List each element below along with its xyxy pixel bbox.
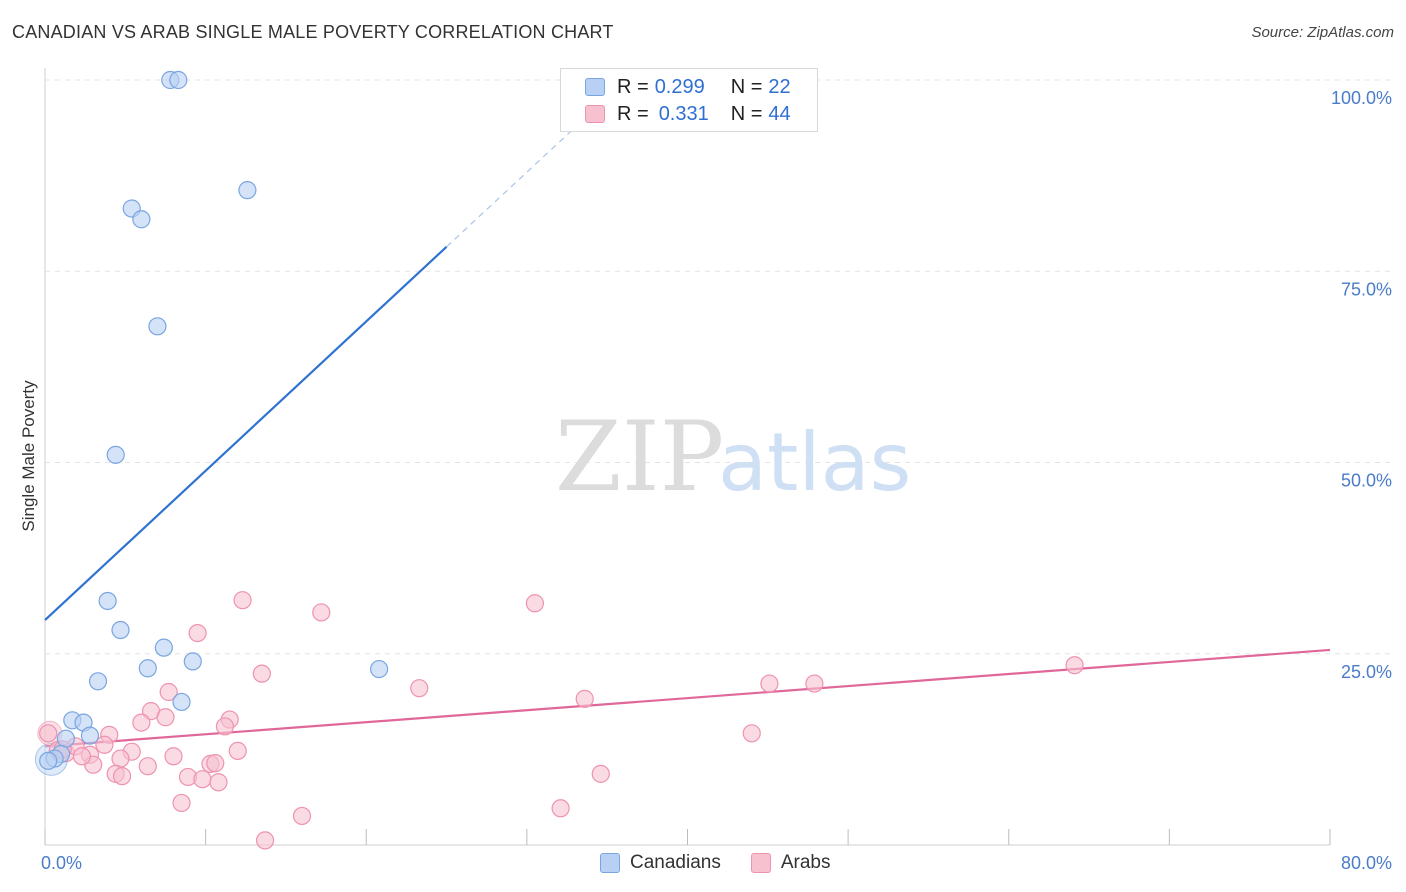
canadians-n-value: 22 xyxy=(768,75,791,98)
arabs-point xyxy=(156,708,175,727)
watermark-atlas: atlas xyxy=(718,416,911,509)
arabs-point xyxy=(138,757,157,776)
canadians-swatch xyxy=(585,78,605,96)
arabs-point xyxy=(228,741,247,761)
arabs-point xyxy=(132,713,151,732)
arabs-point xyxy=(39,724,58,743)
arabs-point xyxy=(312,603,331,622)
canadians-point xyxy=(39,751,58,770)
canadians-point xyxy=(154,638,173,657)
canadians-legend-label: Canadians xyxy=(630,852,721,873)
gridlines xyxy=(45,79,1392,655)
canadians-r-label: R = xyxy=(617,75,649,98)
arabs-point xyxy=(805,674,824,693)
canadians-point xyxy=(56,729,75,748)
canadians-point xyxy=(88,672,108,691)
canadians-trend-extension xyxy=(446,126,576,248)
arabs-point xyxy=(1065,656,1084,675)
arabs-point xyxy=(292,806,312,826)
correlation-legend: R = 0.299 N = 22 R = 0.331 N = 44 xyxy=(560,68,818,132)
canadians-point xyxy=(106,445,125,464)
arabs-trend-line xyxy=(44,648,1331,748)
arabs-point xyxy=(410,679,429,698)
arabs-point xyxy=(575,689,594,708)
arabs-legend-label: Arabs xyxy=(780,852,831,873)
arabs-legend-swatch xyxy=(750,853,771,873)
arabs-point xyxy=(233,591,252,610)
arabs-n-value: 44 xyxy=(768,102,791,125)
y-tick-label: 75.0% xyxy=(1341,279,1392,299)
canadians-point xyxy=(111,620,130,640)
y-axis-label: Single Male Poverty xyxy=(19,380,38,532)
canadians-point xyxy=(132,210,151,229)
canadians-legend-swatch xyxy=(600,853,620,873)
canadians-point xyxy=(138,659,157,678)
y-tick-label: 50.0% xyxy=(1341,471,1392,491)
arabs-point xyxy=(172,793,191,813)
arabs-point xyxy=(742,724,761,743)
canadians-point xyxy=(148,317,167,336)
arabs-point xyxy=(215,717,234,736)
canadians-point xyxy=(183,652,202,671)
x-tick-label-min: 0.0% xyxy=(41,853,82,873)
canadians-point xyxy=(172,692,191,712)
y-tick-label: 100.0% xyxy=(1331,88,1392,108)
arabs-point xyxy=(525,594,545,613)
y-tick-label: 25.0% xyxy=(1341,662,1392,682)
arabs-point xyxy=(112,767,132,786)
canadians-point xyxy=(98,591,117,611)
data-points xyxy=(34,70,1084,850)
canadians-point xyxy=(80,726,100,745)
arabs-point xyxy=(252,664,271,683)
tick-labels: 25.0% 50.0% 75.0% 100.0% 0.0% 80.0% xyxy=(41,88,1392,873)
arabs-r-label: R = xyxy=(617,102,649,125)
canadians-point xyxy=(238,181,257,200)
arabs-point xyxy=(159,682,178,702)
source-label: Source: ZipAtlas.com xyxy=(1251,24,1394,41)
legend-item-canadians[interactable]: Canadians xyxy=(600,852,721,874)
canadians-point xyxy=(370,659,389,679)
arabs-point xyxy=(255,831,275,850)
arabs-point xyxy=(760,674,779,693)
legend-item-arabs[interactable]: Arabs xyxy=(750,852,831,874)
arabs-point xyxy=(164,747,183,766)
arabs-point xyxy=(591,764,610,783)
x-tick-label-max: 80.0% xyxy=(1341,853,1392,873)
legend-row-canadians: R = 0.299 N = 22 xyxy=(585,75,791,99)
arabs-point xyxy=(111,749,130,768)
legend-row-arabs: R = 0.331 N = 44 xyxy=(585,102,791,126)
canadians-trend-line xyxy=(44,245,448,621)
arabs-point xyxy=(72,747,92,766)
arabs-point xyxy=(193,770,212,789)
canadians-r-value: 0.299 xyxy=(654,75,705,98)
arabs-point xyxy=(551,799,570,818)
canadians-point xyxy=(169,70,188,90)
arabs-point xyxy=(95,735,114,754)
watermark: ZIP atlas xyxy=(555,401,911,513)
arabs-swatch xyxy=(585,105,605,123)
arabs-r-value: 0.331 xyxy=(658,102,709,125)
chart-title: CANADIAN VS ARAB SINGLE MALE POVERTY COR… xyxy=(12,22,614,42)
arabs-n-label: N = xyxy=(730,102,763,125)
watermark-zip: ZIP xyxy=(555,401,724,513)
arabs-point xyxy=(209,773,228,792)
canadians-n-label: N = xyxy=(730,75,763,98)
arabs-point xyxy=(188,623,207,643)
series-legend: Canadians Arabs xyxy=(600,852,860,874)
arabs-point xyxy=(206,754,225,773)
trend-lines xyxy=(44,126,1331,748)
